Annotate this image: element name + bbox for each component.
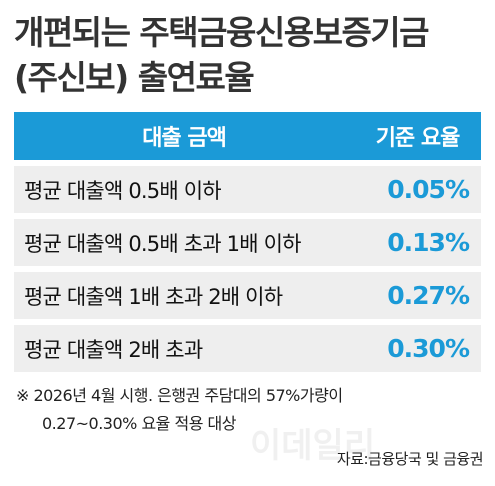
- table-row: 평균 대출액 0.5배 초과 1배 이하 0.13%: [14, 219, 481, 266]
- footnote-line: 0.27~0.30% 요율 적용 대상: [42, 414, 236, 433]
- footnote: ※ 2026년 4월 시행. 은행권 주담대의 57%가량이 0.27~0.30…: [16, 382, 486, 438]
- table: 대출 금액 기준 요율 평균 대출액 0.5배 이하 0.05% 평균 대출액 0.…: [14, 112, 481, 372]
- title-line: (주신보) 출연료율: [14, 58, 255, 97]
- rate: 0.05%: [387, 175, 470, 204]
- rate: 0.13%: [387, 228, 470, 257]
- rate: 0.30%: [387, 334, 470, 363]
- column-header: 기준 요율: [375, 126, 461, 151]
- column-header: 대출 금액: [142, 126, 227, 151]
- title: 개편되는 주택금융신용보증기금 (주신보) 출연료율: [14, 10, 484, 100]
- watermark: 이데일리: [250, 426, 376, 466]
- loan-range: 평균 대출액 0.5배 초과 1배 이하: [24, 231, 301, 256]
- table-row: 평균 대출액 0.5배 이하 0.05%: [14, 166, 481, 213]
- table-header: 대출 금액 기준 요율: [14, 112, 481, 160]
- footnote-line: ※ 2026년 4월 시행. 은행권 주담대의 57%가량이: [16, 386, 343, 405]
- source: 자료:금융당국 및 금융권: [336, 450, 484, 468]
- loan-range: 평균 대출액 0.5배 이하: [24, 178, 222, 203]
- rate: 0.27%: [387, 281, 470, 310]
- table-row: 평균 대출액 1배 초과 2배 이하 0.27%: [14, 272, 481, 319]
- loan-range: 평균 대출액 2배 초과: [24, 337, 203, 362]
- loan-range: 평균 대출액 1배 초과 2배 이하: [24, 284, 283, 309]
- table-row: 평균 대출액 2배 초과 0.30%: [14, 325, 481, 372]
- table-body: 평균 대출액 0.5배 이하 0.05% 평균 대출액 0.5배 초과 1배 이하 0…: [14, 166, 481, 372]
- title-line: 개편되는 주택금융신용보증기금: [14, 13, 430, 52]
